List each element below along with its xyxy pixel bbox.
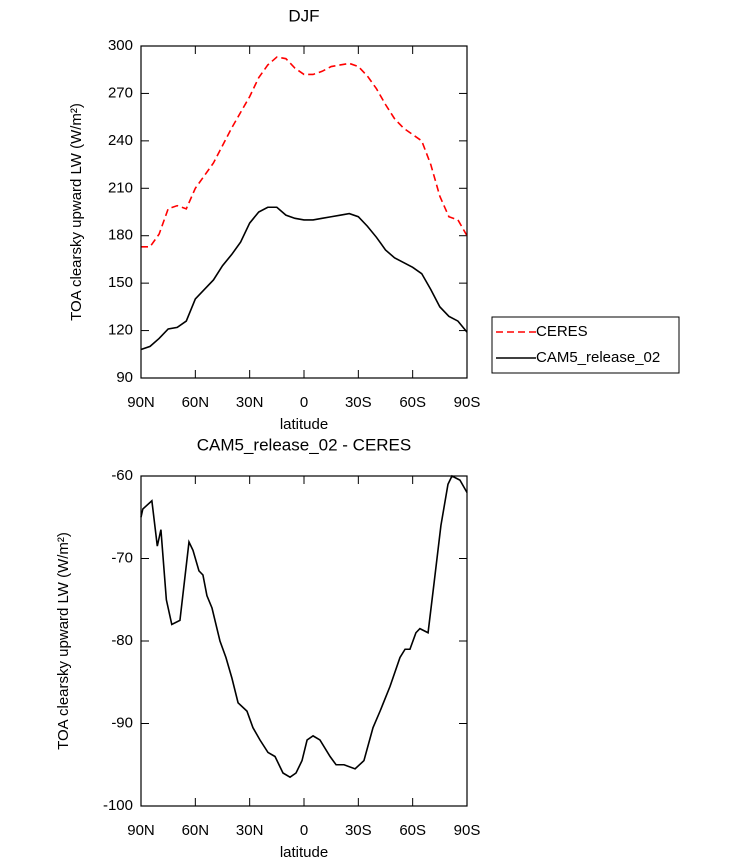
x-tick-label: 60S (399, 394, 426, 411)
x-tick-label: 60N (182, 822, 210, 839)
y-tick-label: -80 (111, 632, 133, 649)
legend-label: CERES (536, 323, 588, 340)
data-line (140, 206, 468, 351)
x-tick-label: 0 (300, 394, 308, 411)
y-tick-label: 300 (108, 37, 133, 54)
x-tick-label: 30N (236, 822, 264, 839)
x-axis-label: latitude (280, 416, 328, 433)
x-tick-label: 30S (345, 394, 372, 411)
y-tick-label: 120 (108, 322, 133, 339)
y-axis-label: TOA clearsky upward LW (W/m²) (68, 103, 85, 321)
data-line (140, 474, 468, 779)
y-tick-label: 210 (108, 179, 133, 196)
x-tick-label: 90N (127, 822, 155, 839)
x-tick-label: 30N (236, 394, 264, 411)
y-tick-label: 90 (116, 369, 133, 386)
legend-label: CAM5_release_02 (536, 349, 660, 366)
y-tick-label: 150 (108, 274, 133, 291)
x-tick-label: 90S (454, 394, 481, 411)
y-tick-label: -90 (111, 714, 133, 731)
y-tick-label: -100 (103, 797, 133, 814)
chart-title: CAM5_release_02 - CERES (197, 435, 411, 454)
y-tick-label: 270 (108, 84, 133, 101)
x-tick-label: 0 (300, 822, 308, 839)
data-line (141, 56, 468, 248)
x-tick-label: 30S (345, 822, 372, 839)
y-tick-label: 180 (108, 227, 133, 244)
plot-frame (140, 45, 468, 379)
legend-box (491, 316, 680, 374)
y-tick-label: -60 (111, 467, 133, 484)
y-tick-label: -70 (111, 549, 133, 566)
x-tick-label: 90N (127, 394, 155, 411)
x-tick-label: 60S (399, 822, 426, 839)
plot-frame (140, 475, 468, 807)
x-tick-label: 90S (454, 822, 481, 839)
x-tick-label: 60N (182, 394, 210, 411)
x-axis-label: latitude (280, 844, 328, 861)
chart-title: DJF (288, 6, 319, 25)
y-axis-label: TOA clearsky upward LW (W/m²) (55, 532, 72, 750)
y-tick-label: 240 (108, 132, 133, 149)
